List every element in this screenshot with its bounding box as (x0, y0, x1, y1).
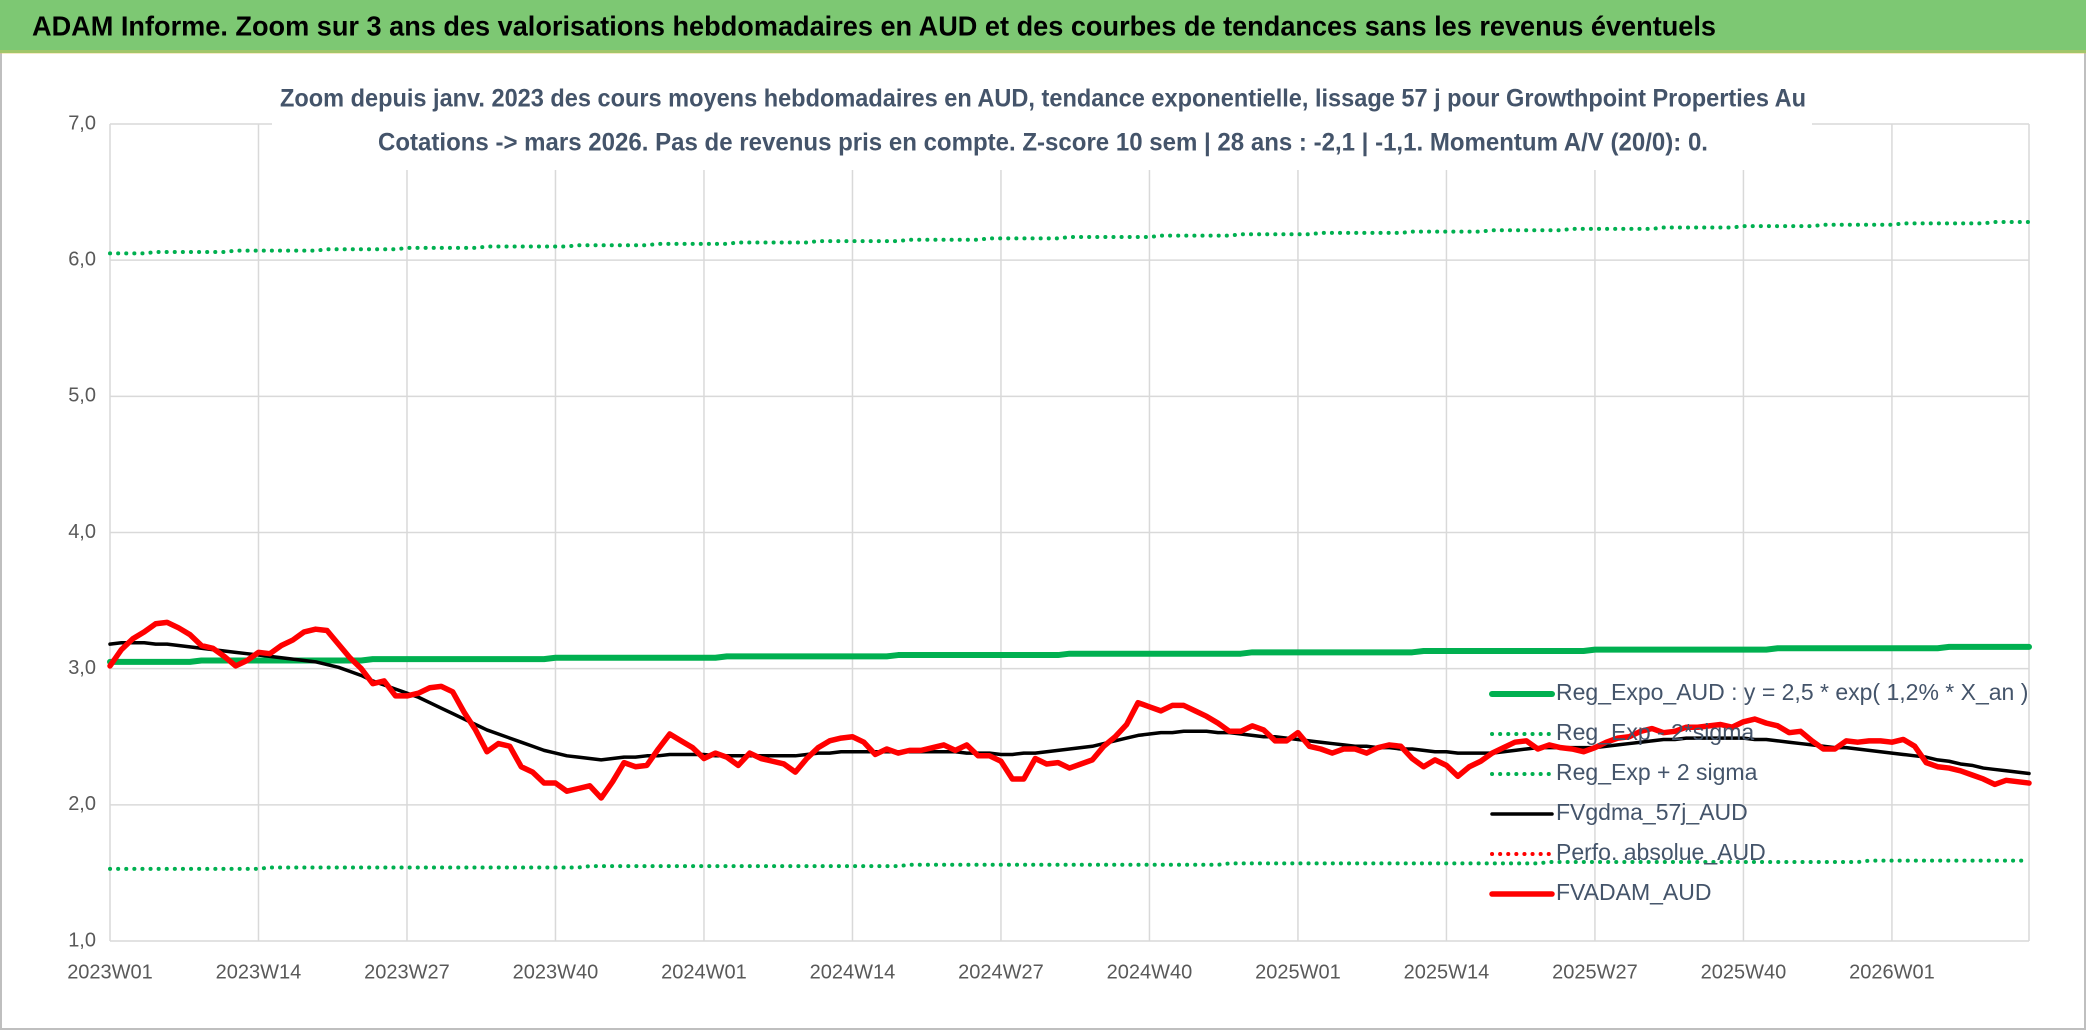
x-tick-label: 2025W01 (1255, 961, 1341, 983)
y-tick-label: 7,0 (68, 112, 96, 134)
y-tick-label: 4,0 (68, 521, 96, 543)
legend-label: Reg_Exp - 2*sigma (1556, 719, 1754, 745)
y-tick-label: 6,0 (68, 248, 96, 270)
legend-label: Perfo. absolue_AUD (1556, 839, 1766, 865)
header-edge (0, 50, 2086, 54)
y-tick-label: 3,0 (68, 657, 96, 679)
chart-title: Cotations -> mars 2026. Pas de revenus p… (378, 129, 1708, 157)
legend-label: Reg_Exp + 2 sigma (1556, 759, 1758, 785)
legend-label: FVADAM_AUD (1556, 879, 1712, 905)
x-tick-label: 2023W14 (216, 961, 302, 983)
y-tick-label: 2,0 (68, 793, 96, 815)
x-tick-label: 2023W01 (67, 961, 153, 983)
y-tick-label: 1,0 (68, 929, 96, 951)
legend-label: FVgdma_57j_AUD (1556, 799, 1748, 825)
series-line (107, 619, 2032, 801)
x-tick-label: 2025W27 (1552, 961, 1638, 983)
chart-title: Zoom depuis janv. 2023 des cours moyens … (280, 85, 1806, 113)
x-tick-label: 2025W40 (1701, 961, 1787, 983)
series-line (108, 641, 2031, 776)
header-bar (0, 0, 2086, 53)
x-tick-label: 2023W40 (513, 961, 599, 983)
x-tick-label: 2023W27 (364, 961, 450, 983)
x-tick-label: 2024W01 (661, 961, 747, 983)
legend-label: Reg_Expo_AUD : y = 2,5 * exp( 1,2% * X_a… (1556, 679, 2028, 705)
x-tick-label: 2026W01 (1849, 961, 1935, 983)
title-box (272, 78, 1812, 170)
x-tick-label: 2024W14 (810, 961, 896, 983)
x-tick-label: 2024W40 (1107, 961, 1193, 983)
header-title: ADAM Informe. Zoom sur 3 ans des valoris… (32, 10, 1716, 41)
x-tick-label: 2025W14 (1404, 961, 1490, 983)
y-tick-label: 5,0 (68, 385, 96, 407)
series-line (107, 643, 2032, 665)
x-tick-label: 2024W27 (958, 961, 1044, 983)
